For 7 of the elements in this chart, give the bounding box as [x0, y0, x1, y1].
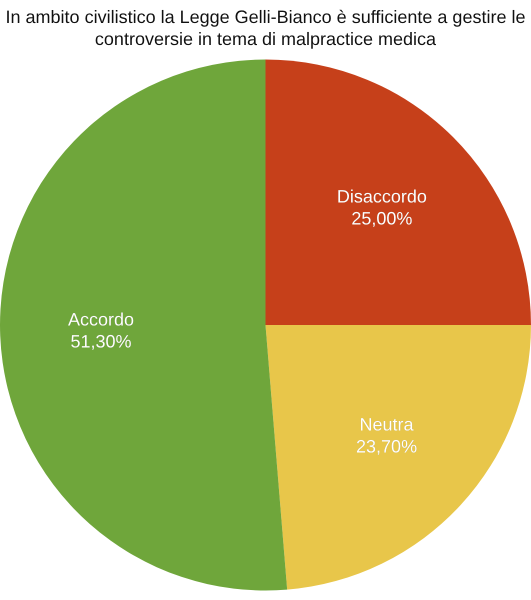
slice-label: Disaccordo	[336, 186, 427, 207]
chart-title: In ambito civilistico la Legge Gelli-Bianco è sufficiente a gestire le controversie in tema di malpractice medica	[4, 6, 526, 51]
data-label: 25,00%	[351, 208, 412, 229]
slice-label: Neutra	[360, 414, 415, 435]
data-label: 23,70%	[356, 436, 418, 457]
data-label: 51,30%	[70, 332, 132, 352]
slice-label: Accordo	[68, 310, 134, 330]
